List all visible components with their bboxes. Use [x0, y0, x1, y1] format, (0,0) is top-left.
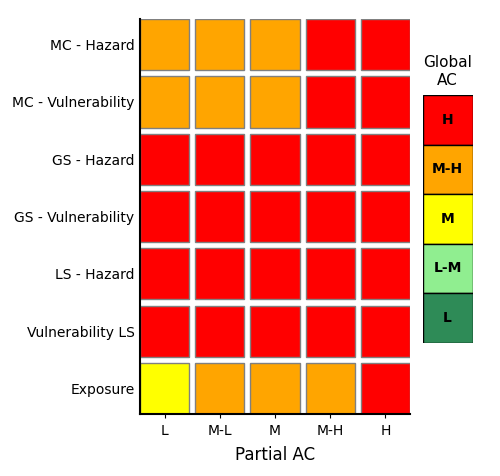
Bar	[250, 76, 300, 128]
Bar	[140, 76, 190, 128]
Bar	[195, 248, 244, 299]
Bar	[306, 363, 355, 414]
Bar	[140, 19, 190, 70]
Bar	[360, 134, 410, 185]
Bar	[306, 19, 355, 70]
Text: L: L	[443, 311, 452, 325]
Bar	[140, 363, 190, 414]
Bar	[250, 363, 300, 414]
Bar	[422, 145, 472, 194]
Bar	[422, 244, 472, 293]
Bar	[360, 19, 410, 70]
Bar	[195, 19, 244, 70]
X-axis label: Partial AC: Partial AC	[235, 446, 315, 464]
Text: M-H: M-H	[432, 162, 463, 177]
Bar	[422, 293, 472, 343]
Bar	[140, 248, 190, 299]
Text: L-M: L-M	[434, 261, 462, 276]
Bar	[422, 95, 472, 145]
Bar	[422, 194, 472, 244]
Text: Global
AC: Global AC	[423, 55, 472, 88]
Bar	[250, 248, 300, 299]
Bar	[195, 76, 244, 128]
Bar	[195, 306, 244, 357]
Bar	[140, 306, 190, 357]
Bar	[250, 134, 300, 185]
Text: M: M	[440, 212, 454, 226]
Bar	[360, 191, 410, 242]
Bar	[306, 191, 355, 242]
Bar	[195, 363, 244, 414]
Bar	[306, 248, 355, 299]
Bar	[360, 76, 410, 128]
Bar	[360, 248, 410, 299]
Bar	[250, 306, 300, 357]
Bar	[140, 191, 190, 242]
Bar	[195, 191, 244, 242]
Bar	[195, 134, 244, 185]
Text: H: H	[442, 113, 454, 127]
Bar	[250, 191, 300, 242]
Bar	[140, 134, 190, 185]
Bar	[306, 134, 355, 185]
Bar	[250, 19, 300, 70]
Bar	[306, 76, 355, 128]
Bar	[306, 306, 355, 357]
Bar	[360, 306, 410, 357]
Bar	[360, 363, 410, 414]
